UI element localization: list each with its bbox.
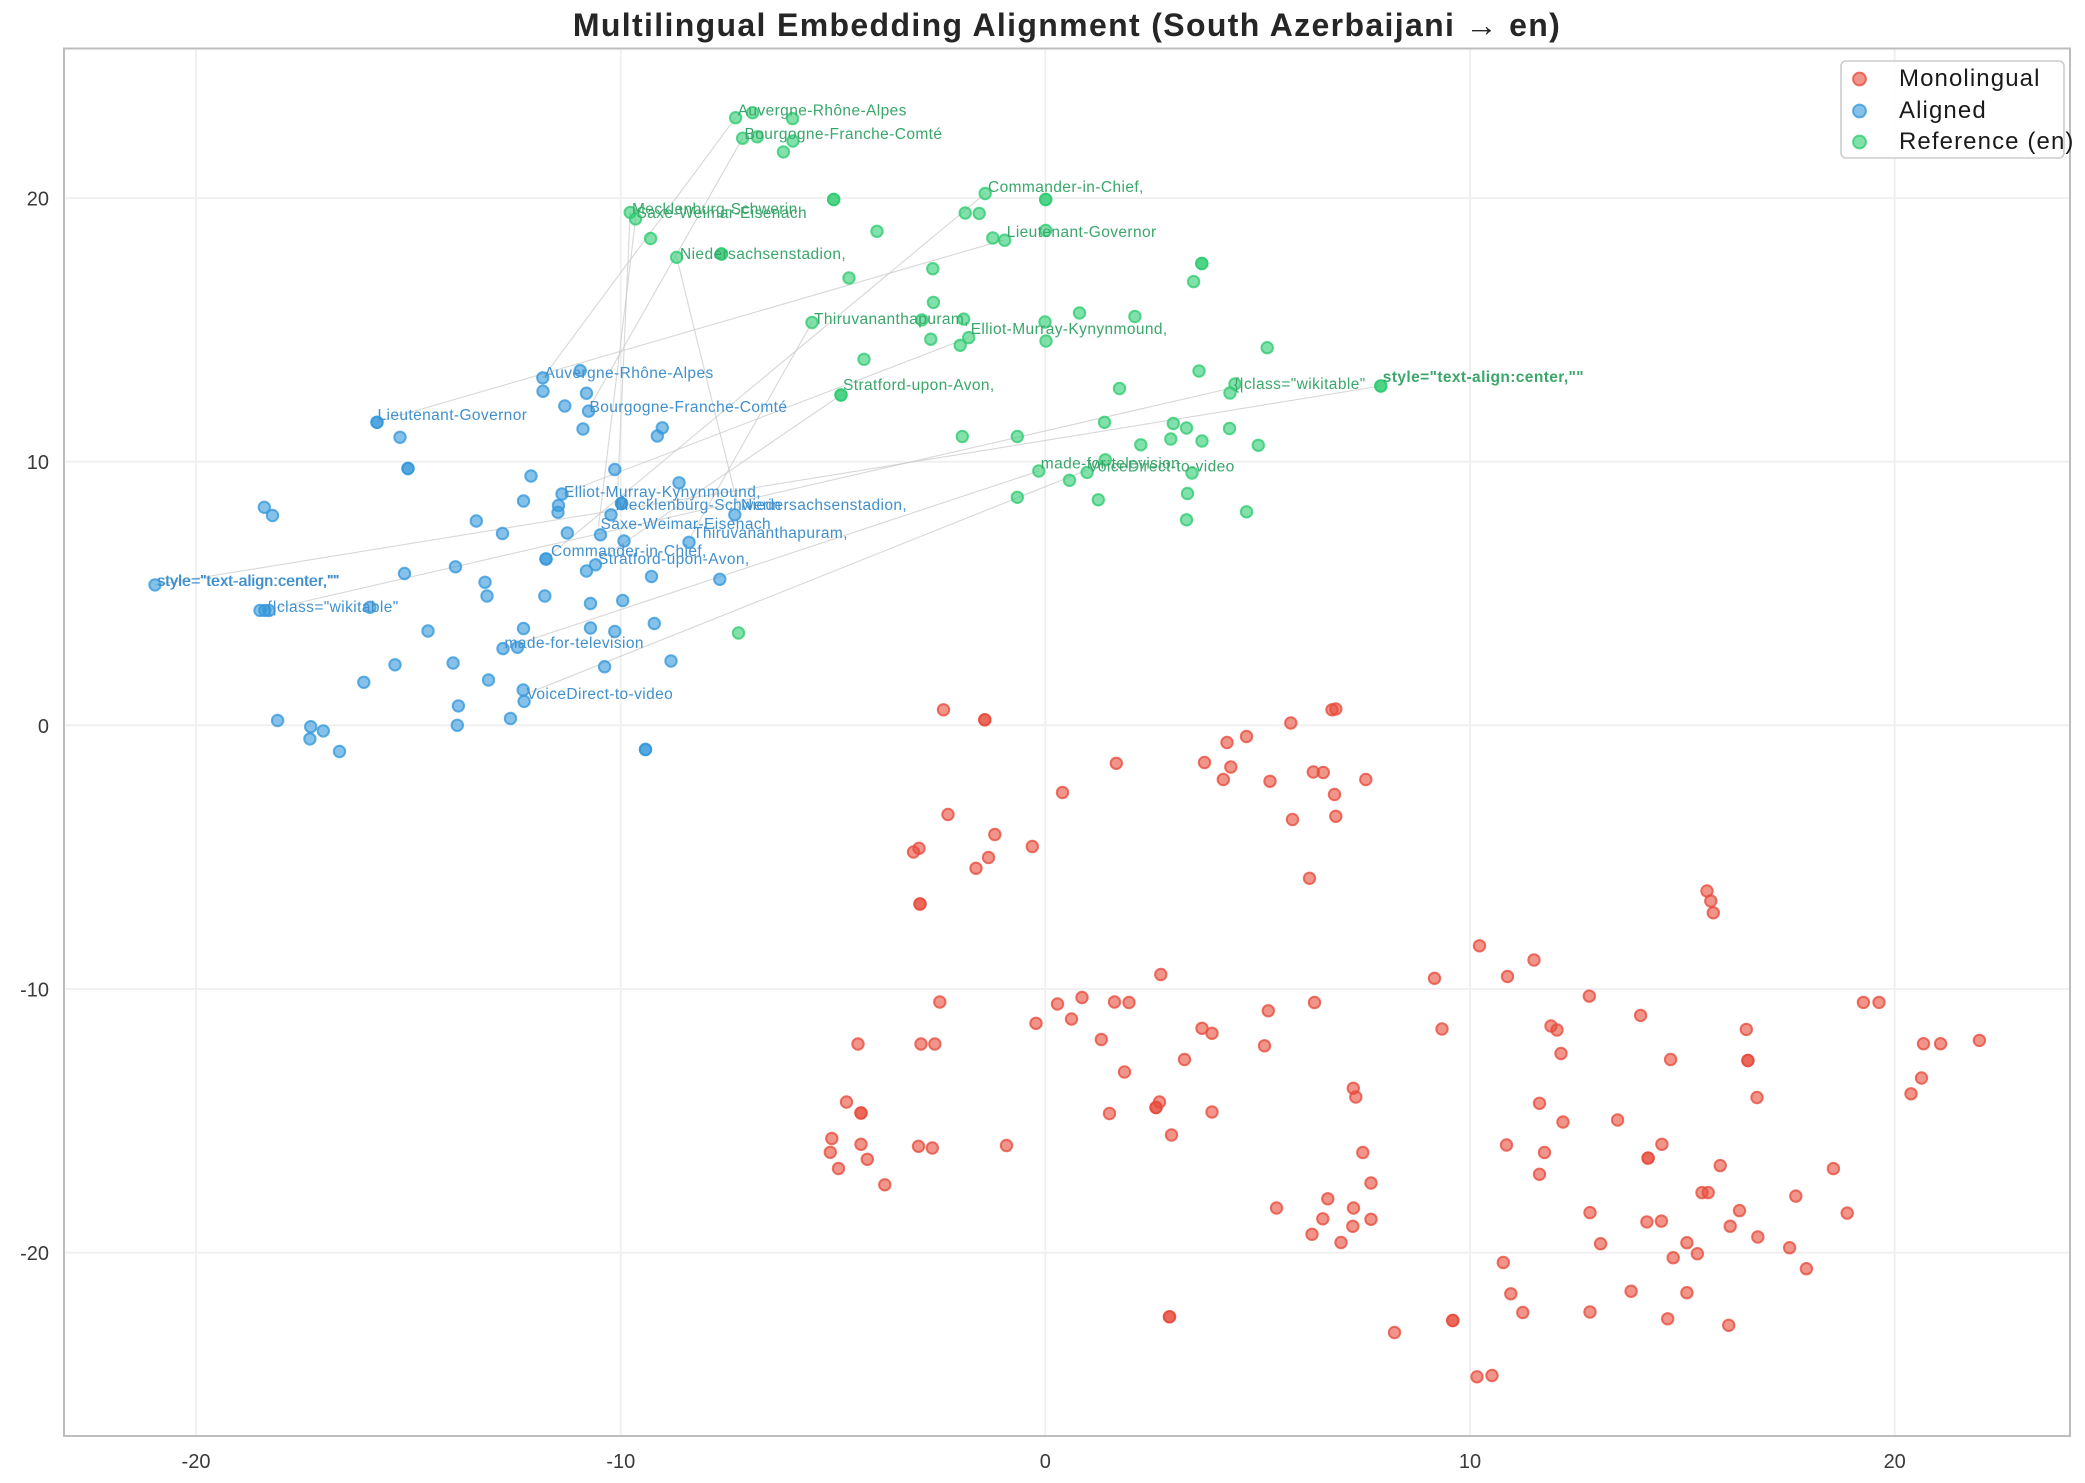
svg-text:Niedersachsenstadion,: Niedersachsenstadion,: [741, 497, 907, 514]
svg-text:Commander-in-Chief,: Commander-in-Chief,: [551, 543, 707, 560]
svg-text:Reference (en): Reference (en): [1899, 128, 2074, 155]
svg-text:Mecklenburg-Schwerin: Mecklenburg-Schwerin: [616, 497, 782, 514]
svg-text:Lieutenant-Governor: Lieutenant-Governor: [378, 407, 528, 424]
svg-text:-20: -20: [20, 1243, 49, 1265]
svg-text:Thiruvananthapuram,: Thiruvananthapuram,: [693, 525, 848, 542]
svg-text:Stratford-upon-Avon,: Stratford-upon-Avon,: [598, 551, 750, 568]
svg-text:0: 0: [1040, 1451, 1051, 1473]
svg-text:20: 20: [27, 189, 49, 211]
svg-text:10: 10: [27, 452, 49, 474]
svg-text:-10: -10: [20, 980, 49, 1002]
svg-text:style="text-align:center,"": style="text-align:center,"": [1383, 369, 1584, 386]
svg-text:style="text-align:center,"": style="text-align:center,"": [157, 573, 339, 590]
svg-text:Mecklenburg-Schwerin: Mecklenburg-Schwerin: [632, 201, 798, 218]
svg-text:-10: -10: [606, 1451, 635, 1473]
svg-text:Auvergne-Rhône-Alpes: Auvergne-Rhône-Alpes: [545, 365, 714, 382]
svg-text:10: 10: [1459, 1451, 1481, 1473]
svg-text:VoiceDirect-to-video: VoiceDirect-to-video: [527, 686, 674, 703]
svg-text:VoiceDirect-to-video: VoiceDirect-to-video: [1088, 459, 1235, 476]
svg-text:{|class="wikitable": {|class="wikitable": [1234, 376, 1366, 393]
svg-text:made-for-television: made-for-television: [1041, 456, 1180, 473]
svg-text:Monolingual: Monolingual: [1899, 65, 2041, 92]
svg-text:Thiruvananthapuram,: Thiruvananthapuram,: [814, 311, 969, 328]
svg-text:Saxe-Weimar-Eisenach: Saxe-Weimar-Eisenach: [601, 516, 772, 533]
svg-text:Elliot-Murray-Kynynmound,: Elliot-Murray-Kynynmound,: [564, 484, 761, 501]
svg-text:{|class="wikitable": {|class="wikitable": [267, 599, 399, 616]
svg-text:20: 20: [1884, 1451, 1906, 1473]
svg-text:Auvergne-Rhône-Alpes: Auvergne-Rhône-Alpes: [738, 103, 907, 120]
svg-text:Niedersachsenstadion,: Niedersachsenstadion,: [680, 246, 846, 263]
svg-text:Lieutenant-Governor: Lieutenant-Governor: [1007, 224, 1157, 241]
svg-text:Commander-in-Chief,: Commander-in-Chief,: [988, 179, 1144, 196]
svg-text:style="text-align:center,"": style="text-align:center,"": [158, 573, 340, 590]
svg-text:0: 0: [38, 716, 49, 738]
svg-text:Stratford-upon-Avon,: Stratford-upon-Avon,: [843, 377, 995, 394]
svg-text:Bourgogne-Franche-Comté: Bourgogne-Franche-Comté: [745, 126, 943, 143]
svg-text:Multilingual Embedding Alignme: Multilingual Embedding Alignment (South …: [573, 7, 1561, 43]
svg-text:Bourgogne-Franche-Comté: Bourgogne-Franche-Comté: [590, 399, 788, 416]
svg-text:made-for-television: made-for-television: [505, 635, 644, 652]
svg-text:Aligned: Aligned: [1899, 97, 1987, 124]
svg-text:-20: -20: [182, 1451, 211, 1473]
svg-text:Elliot-Murray-Kynynmound,: Elliot-Murray-Kynynmound,: [971, 321, 1168, 338]
svg-text:Saxe-Weimar-Eisenach: Saxe-Weimar-Eisenach: [637, 205, 808, 222]
